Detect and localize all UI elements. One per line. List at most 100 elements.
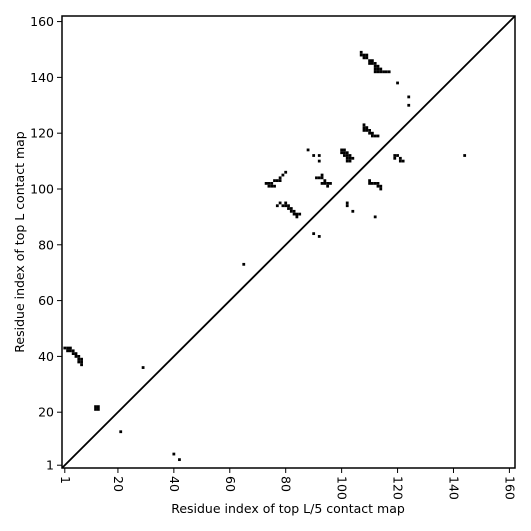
contact	[376, 182, 380, 185]
contact	[80, 363, 83, 367]
contact	[370, 62, 374, 65]
contact	[370, 134, 374, 138]
contact	[398, 156, 402, 160]
y-tick-label: 160	[30, 14, 54, 29]
contact	[278, 201, 282, 205]
contact	[74, 352, 78, 355]
contact	[320, 173, 324, 177]
contact	[398, 159, 402, 163]
contact	[345, 159, 349, 163]
contact	[373, 182, 377, 185]
contact	[77, 357, 81, 361]
y-tick-label: 140	[30, 70, 54, 85]
contact	[278, 179, 282, 183]
contact	[284, 201, 288, 205]
contact	[267, 184, 271, 188]
contact	[373, 67, 377, 71]
contact	[312, 232, 316, 236]
contact	[320, 182, 324, 185]
contact	[393, 156, 397, 160]
contact	[77, 355, 81, 358]
contact	[362, 56, 366, 60]
contact	[345, 201, 349, 205]
contact	[292, 209, 296, 213]
contact	[275, 179, 279, 183]
contact	[287, 207, 290, 210]
contact	[66, 346, 69, 350]
contact	[345, 154, 349, 157]
contact	[379, 70, 383, 74]
contact	[80, 357, 83, 361]
contact	[326, 184, 330, 188]
y-tick-label: 80	[38, 237, 54, 252]
contact	[298, 212, 302, 216]
contact	[306, 148, 310, 152]
x-tick-label: 80	[279, 476, 294, 492]
contact	[359, 50, 363, 54]
contact	[329, 182, 332, 185]
contact	[373, 70, 377, 74]
contact	[289, 209, 293, 213]
contact	[273, 184, 276, 188]
contact	[284, 170, 288, 174]
y-tick-label: 40	[38, 349, 54, 364]
contact	[317, 176, 321, 180]
contact	[373, 64, 377, 68]
contact	[323, 179, 327, 183]
contact	[323, 182, 327, 185]
contact	[74, 355, 78, 358]
contact	[365, 129, 369, 132]
contact	[370, 131, 374, 135]
contact	[317, 235, 321, 238]
contact	[368, 129, 371, 132]
contact	[362, 126, 366, 129]
contact	[278, 176, 282, 180]
contact	[312, 154, 316, 157]
contact	[407, 103, 411, 107]
contact	[362, 129, 366, 132]
contact	[379, 187, 383, 191]
contact	[343, 154, 346, 157]
contact	[270, 182, 274, 185]
contact	[295, 215, 299, 219]
contact	[94, 408, 97, 411]
contact	[343, 148, 346, 152]
contact	[376, 70, 380, 74]
contact	[264, 182, 268, 185]
x-tick-label: 60	[223, 476, 238, 492]
contact	[284, 204, 288, 208]
contact	[370, 59, 374, 63]
x-axis-label: Residue index of top L/5 contact map	[171, 501, 405, 516]
contact	[267, 182, 271, 185]
contact	[345, 156, 349, 160]
y-tick-label: 100	[30, 181, 54, 196]
contact	[359, 53, 363, 57]
contact	[384, 70, 388, 74]
contact	[281, 204, 285, 208]
contact	[351, 156, 355, 160]
contact	[66, 349, 69, 353]
contact	[368, 62, 371, 65]
contact	[373, 215, 377, 219]
contact	[407, 95, 411, 99]
contact	[362, 123, 366, 127]
contact	[119, 430, 123, 434]
contact	[376, 134, 380, 138]
contact	[320, 176, 324, 180]
contact	[172, 452, 176, 456]
contact	[68, 346, 72, 350]
contact	[376, 67, 380, 71]
contact	[368, 131, 371, 135]
contact	[348, 154, 352, 157]
contact	[401, 159, 405, 163]
contact	[326, 182, 330, 185]
x-tick-label: 1	[58, 476, 73, 484]
contact	[365, 53, 369, 57]
contact	[96, 405, 100, 409]
contact	[289, 207, 293, 210]
contact	[96, 408, 100, 411]
x-tick-label: 160	[502, 476, 517, 500]
contact	[68, 349, 72, 353]
contact	[396, 154, 399, 157]
